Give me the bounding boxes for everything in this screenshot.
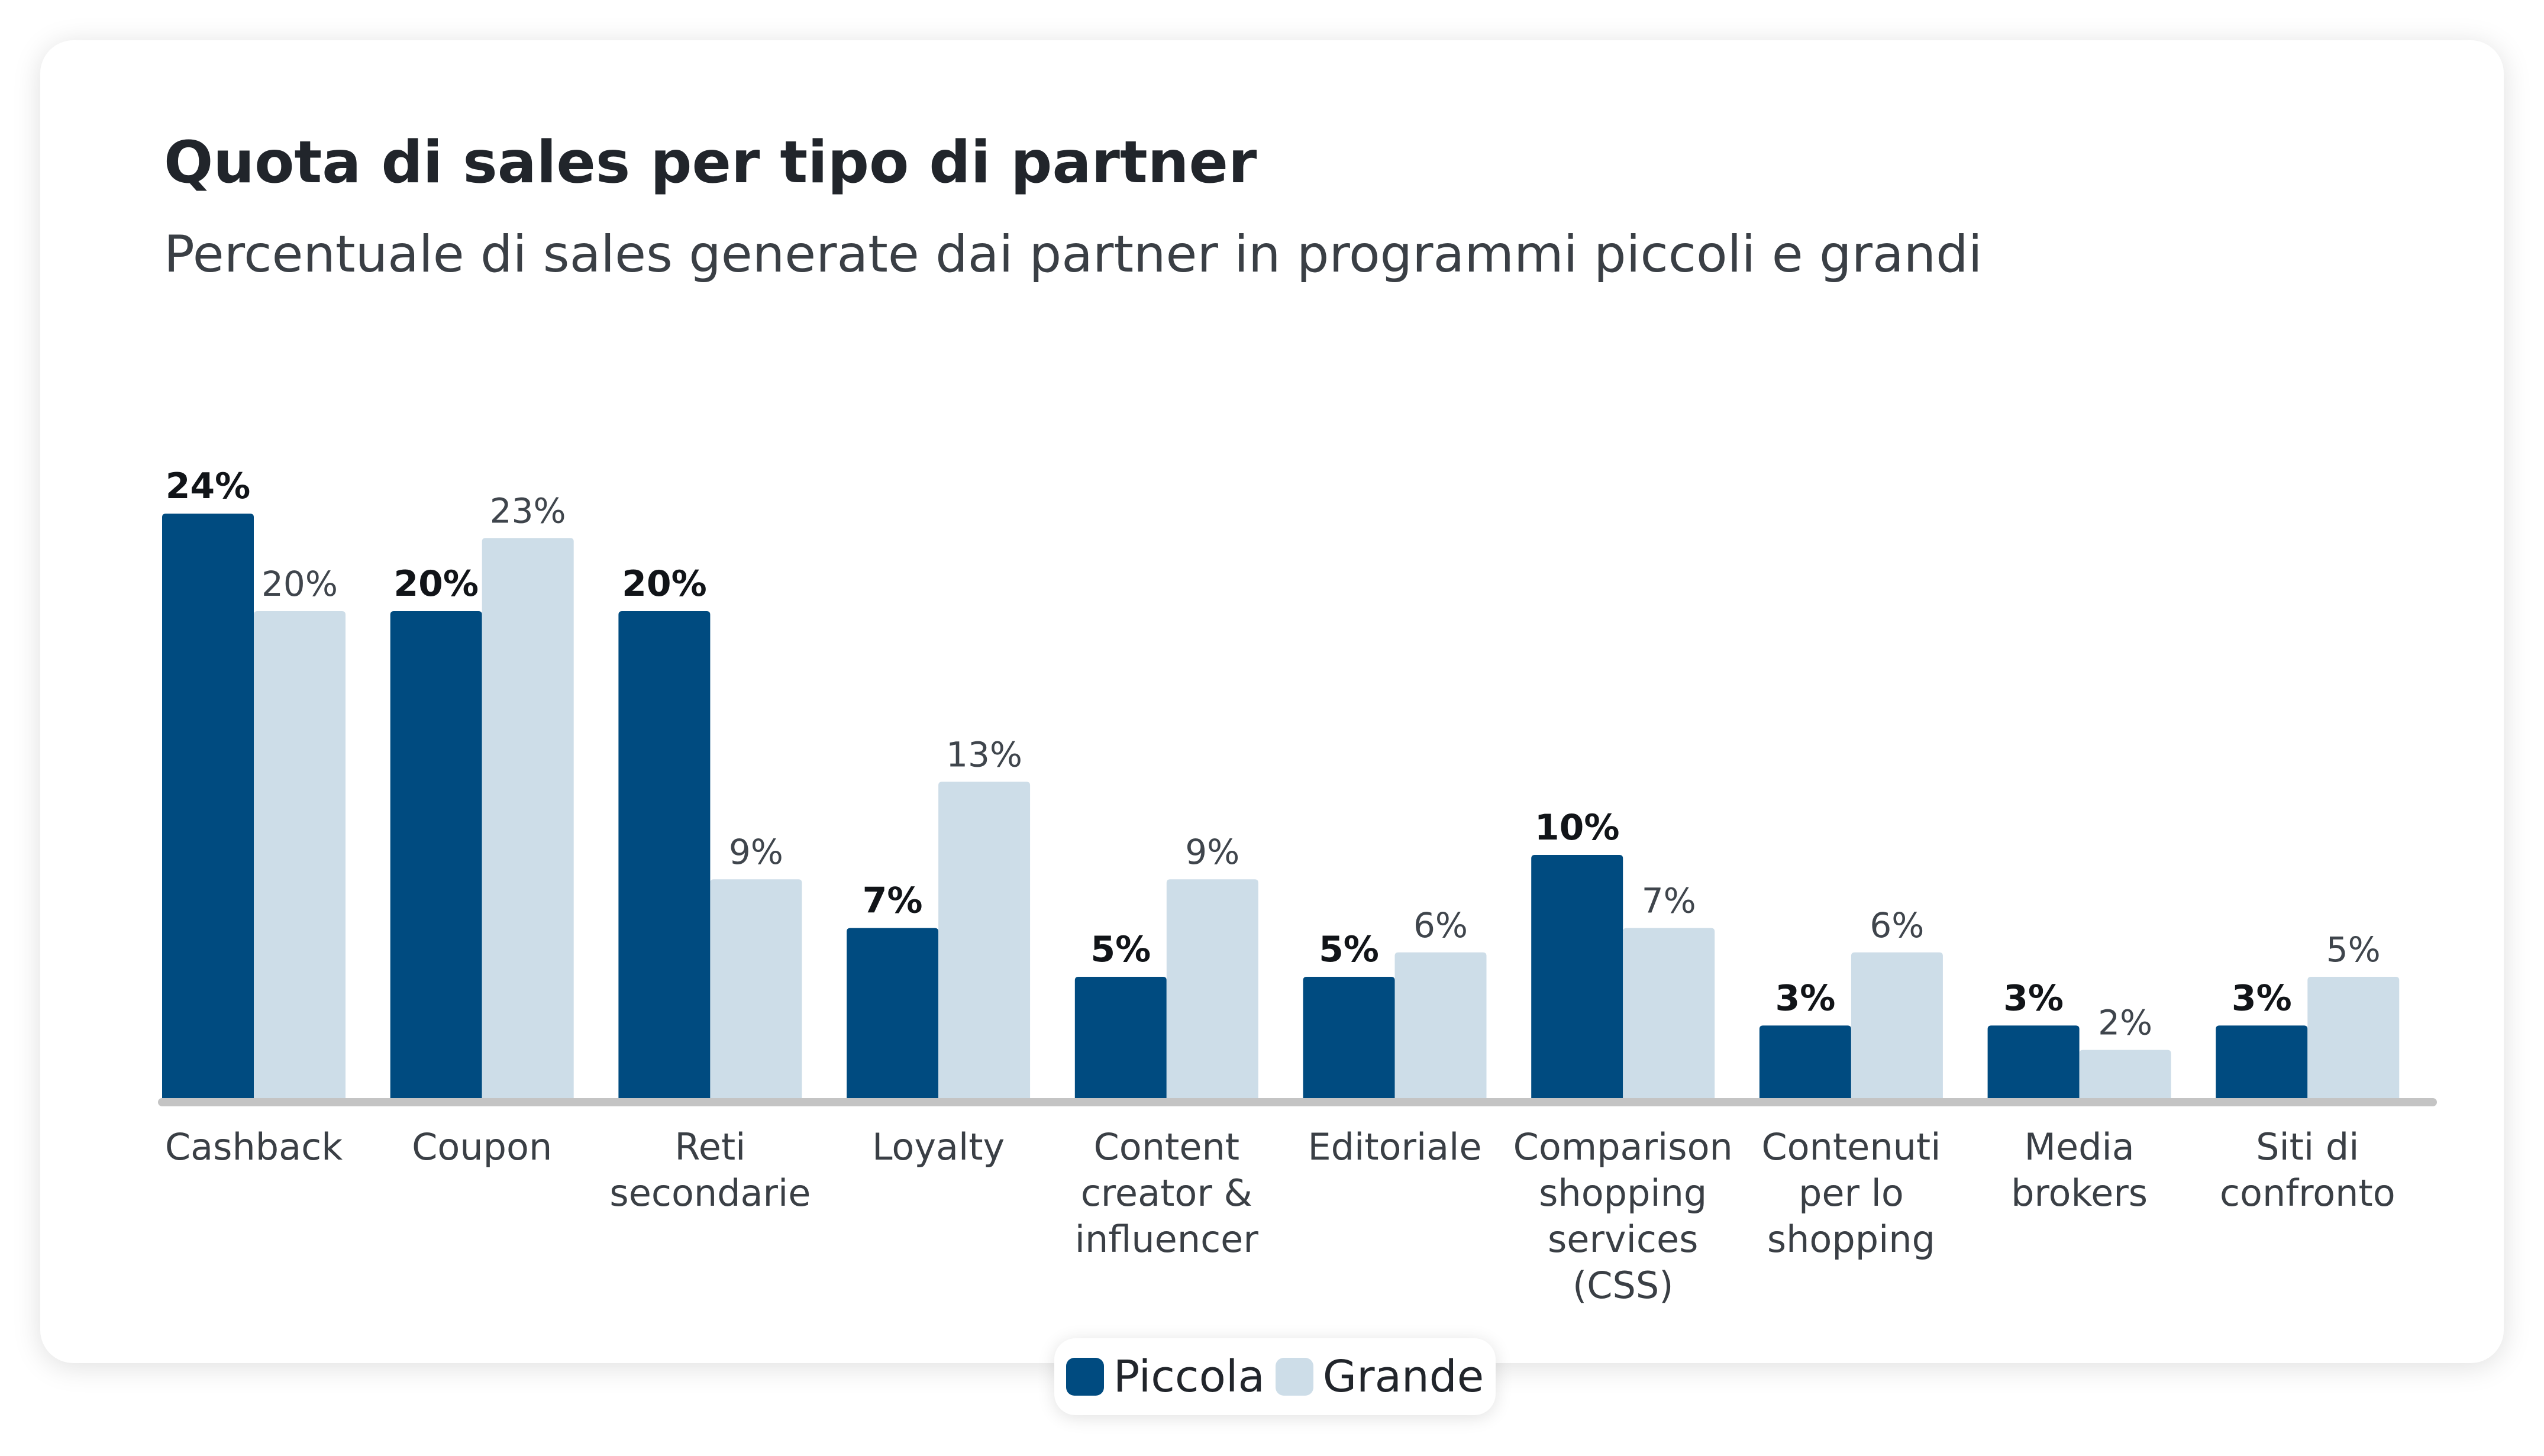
legend: Piccola Grande — [1054, 1338, 1496, 1415]
bar-piccola-editoriale — [1303, 977, 1395, 1099]
x-tick-label-line: Siti di — [2256, 1125, 2359, 1168]
x-tick-label-reti-secondarie: Reti secondarie — [609, 1125, 811, 1215]
bar-grande-coupon — [482, 538, 574, 1099]
bar-grande-editoriale — [1394, 952, 1487, 1099]
x-tick-label-line: Comparison — [1513, 1125, 1733, 1168]
x-tick-label-line: Cashback — [165, 1125, 343, 1168]
bar-piccola-cashback — [162, 514, 254, 1099]
legend-item-piccola[interactable]: Piccola — [1066, 1351, 1265, 1402]
x-tick-label-line: secondarie — [609, 1171, 811, 1215]
data-label-piccola-siti-di-confronto: 3% — [2232, 977, 2292, 1019]
data-label-grande-coupon: 23% — [490, 490, 566, 531]
x-tick-label-line: services — [1548, 1218, 1698, 1261]
bar-piccola-siti-di-confronto — [2216, 1025, 2308, 1099]
x-tick-label-line: Coupon — [412, 1125, 552, 1168]
x-tick-label-line: (CSS) — [1573, 1264, 1673, 1307]
data-label-piccola-media-brokers: 3% — [2003, 977, 2064, 1019]
chart-subtitle: Percentuale di sales generate dai partne… — [164, 225, 1983, 284]
data-label-grande-reti-secondarie: 9% — [729, 832, 783, 872]
x-tick-label-siti-di-confronto: Siti di confronto — [2220, 1125, 2396, 1215]
x-tick-label-coupon: Coupon — [412, 1125, 552, 1168]
x-tick-label-line: shopping — [1539, 1171, 1707, 1215]
x-tick-label-line: shopping — [1767, 1218, 1935, 1261]
x-tick-label-comparison-shopping-services-css: Comparison shopping services (CSS) — [1513, 1125, 1733, 1307]
data-label-piccola-coupon: 20% — [393, 563, 479, 605]
x-tick-label-line: Content — [1094, 1125, 1240, 1168]
data-label-piccola-cashback: 24% — [166, 466, 251, 507]
data-label-grande-contenuti-per-lo-shopping: 6% — [1870, 905, 1924, 945]
data-label-grande-siti-di-confronto: 5% — [2326, 929, 2381, 970]
bar-grande-cashback — [254, 611, 346, 1099]
x-tick-label-line: brokers — [2011, 1171, 2148, 1215]
data-label-grande-media-brokers: 2% — [2098, 1003, 2152, 1043]
chart-title: Quota di sales per tipo di partner — [164, 129, 1257, 196]
bar-grande-contenuti-per-lo-shopping — [1851, 952, 1943, 1099]
legend-label-piccola: Piccola — [1113, 1351, 1265, 1402]
bar-piccola-reti-secondarie — [618, 611, 711, 1099]
data-label-piccola-content-creator-influencer: 5% — [1090, 929, 1151, 970]
data-label-piccola-reti-secondarie: 20% — [622, 563, 707, 605]
bar-piccola-loyalty — [847, 928, 939, 1099]
data-label-piccola-contenuti-per-lo-shopping: 3% — [1775, 977, 1835, 1019]
x-tick-label-line: Reti — [674, 1125, 745, 1168]
bar-grande-reti-secondarie — [710, 879, 802, 1099]
x-tick-label-line: Contenuti — [1761, 1125, 1941, 1168]
legend-swatch-grande — [1275, 1358, 1313, 1396]
bar-piccola-contenuti-per-lo-shopping — [1759, 1025, 1851, 1099]
bar-piccola-media-brokers — [1987, 1025, 2080, 1099]
bar-grande-media-brokers — [2079, 1050, 2171, 1099]
x-tick-label-contenuti-per-lo-shopping: Contenuti per lo shopping — [1761, 1125, 1941, 1261]
x-tick-label-content-creator-influencer: Content creator & influencer — [1075, 1125, 1259, 1261]
x-tick-label-line: confronto — [2220, 1171, 2396, 1215]
legend-swatch-piccola — [1066, 1358, 1104, 1396]
x-tick-label-media-brokers: Media brokers — [2011, 1125, 2148, 1215]
data-label-piccola-loyalty: 7% — [863, 880, 923, 922]
x-tick-label-line: Editoriale — [1307, 1125, 1481, 1168]
legend-item-grande[interactable]: Grande — [1275, 1351, 1484, 1402]
data-label-grande-loyalty: 13% — [946, 734, 1022, 774]
bar-piccola-coupon — [390, 611, 482, 1099]
bar-piccola-content-creator-influencer — [1074, 977, 1167, 1099]
data-label-grande-content-creator-influencer: 9% — [1185, 832, 1239, 872]
data-label-piccola-comparison-shopping-services-css: 10% — [1535, 807, 1620, 848]
x-tick-label-editoriale: Editoriale — [1307, 1125, 1481, 1168]
bar-grande-loyalty — [938, 782, 1031, 1099]
x-tick-label-line: Media — [2024, 1125, 2134, 1168]
x-tick-label-line: Loyalty — [872, 1125, 1005, 1168]
bar-grande-comparison-shopping-services-css — [1623, 928, 1715, 1099]
bar-piccola-comparison-shopping-services-css — [1531, 855, 1623, 1099]
x-tick-label-line: per lo — [1799, 1171, 1904, 1215]
data-label-grande-comparison-shopping-services-css: 7% — [1642, 881, 1696, 921]
bar-grande-content-creator-influencer — [1166, 879, 1258, 1099]
legend-label-grande: Grande — [1322, 1351, 1484, 1402]
data-label-piccola-editoriale: 5% — [1319, 929, 1379, 970]
x-tick-label-line: creator & — [1081, 1171, 1252, 1215]
x-tick-label-line: influencer — [1075, 1218, 1259, 1261]
bar-grande-siti-di-confronto — [2307, 977, 2400, 1099]
data-label-grande-editoriale: 6% — [1413, 905, 1468, 945]
data-label-grande-cashback: 20% — [261, 564, 338, 604]
x-tick-label-loyalty: Loyalty — [872, 1125, 1005, 1168]
x-tick-label-cashback: Cashback — [165, 1125, 343, 1168]
